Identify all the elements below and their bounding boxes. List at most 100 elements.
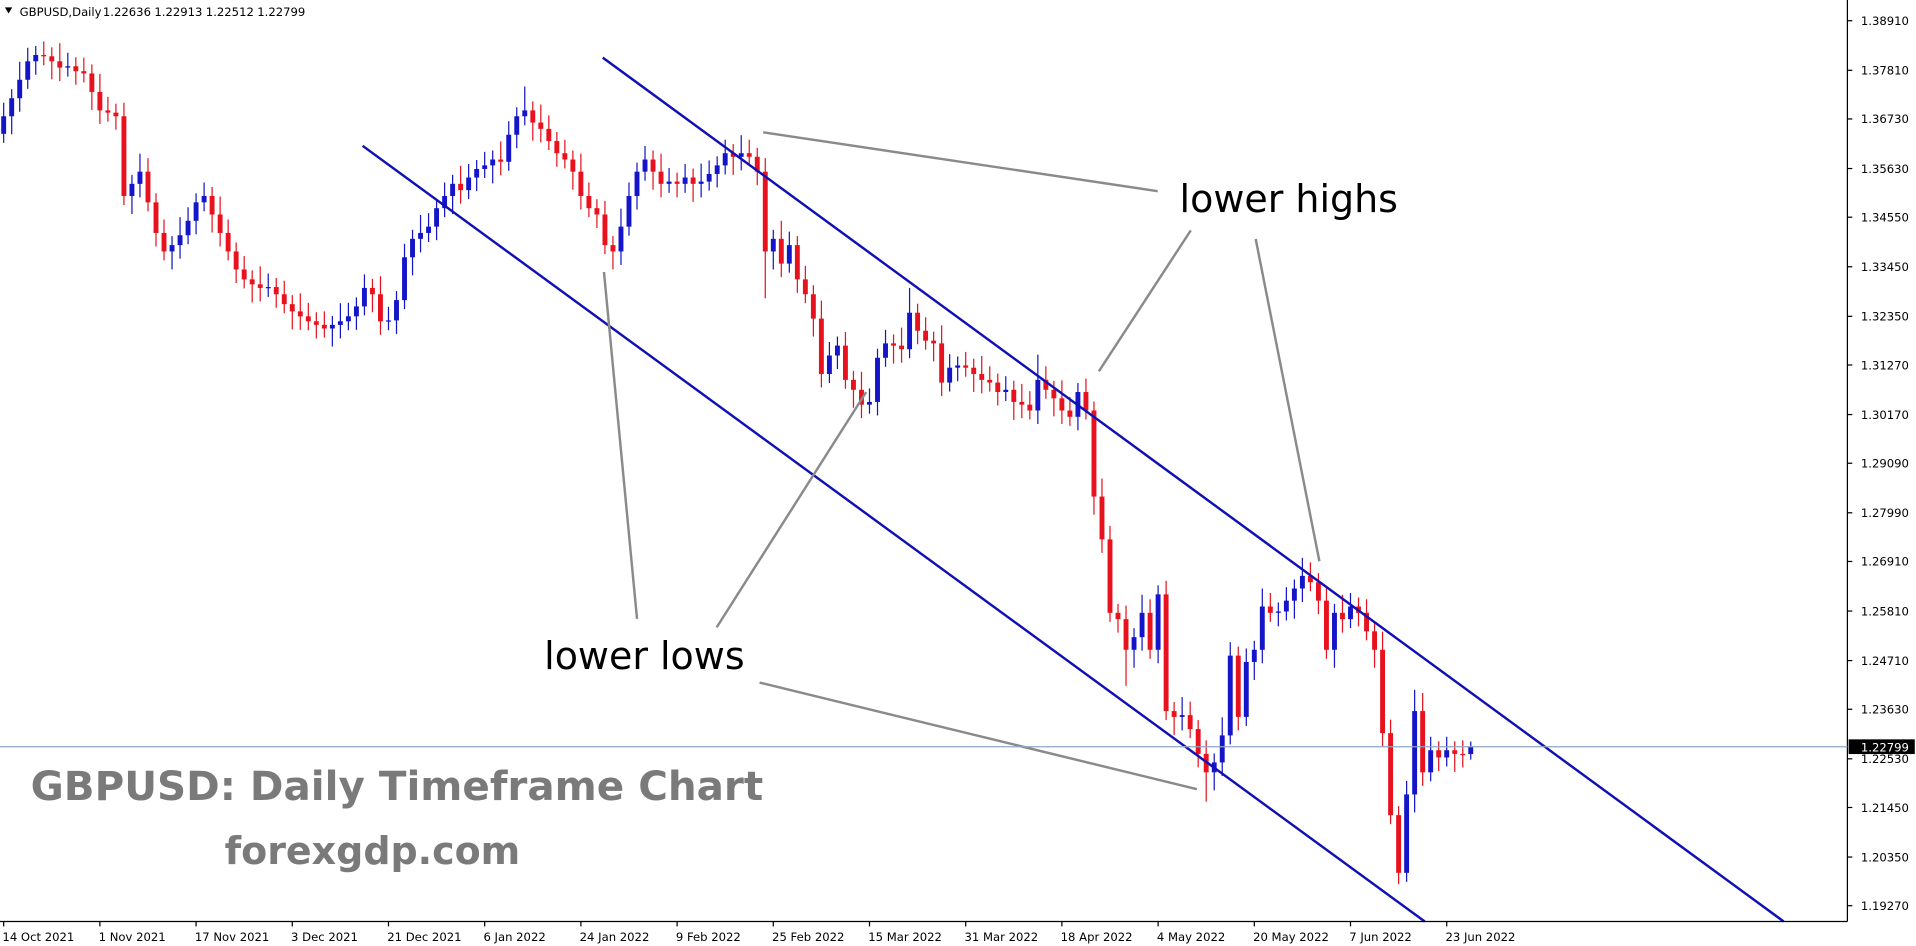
candle-body [1275,611,1281,613]
candle-body [329,324,335,329]
candle-body [65,66,71,68]
pointer-line [763,131,1158,193]
candle-body [851,379,856,390]
candle-body [1460,753,1466,756]
y-tick-label: 1.38910 [1861,14,1909,28]
candle-body [1035,379,1041,411]
y-tick-label: 1.21450 [1861,801,1909,815]
candle-body [514,116,520,135]
pointer-line [759,681,1198,791]
candle-body [963,365,969,368]
channel-lower [361,144,1426,923]
candle-body [778,238,784,264]
candle-body [618,226,624,252]
candle-body [402,257,407,301]
candle-body [802,279,808,295]
candle-body [1428,750,1434,773]
candle-body [907,312,913,350]
candle-body [602,214,608,246]
header-close: 1.22799 [257,5,305,19]
candle-body [1283,600,1289,612]
pointer-line [1097,229,1192,372]
candle-body [562,153,568,160]
annotation: lower lows [544,634,744,678]
candle-body [482,165,488,169]
candle-body [249,279,255,285]
candle-body [642,159,648,172]
candle-body [546,128,552,142]
candle-body [666,181,672,184]
candle-body [1019,401,1025,405]
candle-body [786,245,792,264]
candle-body [89,73,95,92]
candle-body [762,171,768,252]
candle-body [386,320,391,322]
candle-body [169,245,175,252]
candle-body [458,183,464,191]
y-tick-label: 1.37810 [1861,64,1909,78]
candle-body [378,294,383,322]
pointer-lines [602,131,1321,791]
x-tick-label: 17 Nov 2021 [195,930,269,944]
watermark-title: GBPUSD: Daily Timeframe Chart [31,762,764,810]
candle-body [257,284,263,288]
candle-body [305,316,311,322]
candle-body [81,71,87,74]
candle-body [33,54,39,62]
candle-body [706,173,712,182]
candle-body [1340,612,1345,620]
candle-body [161,232,167,252]
candle-body [1083,392,1089,411]
candle-body [834,345,840,356]
candle-body [153,202,159,233]
candle-body [1315,582,1321,601]
candle-body [369,287,375,295]
candle-body [818,318,824,375]
candle-body [145,171,151,203]
candle-body [185,220,191,236]
candle-body [1131,637,1137,650]
candle-body [883,343,888,358]
candle-body [1179,715,1185,717]
candle-body [578,171,584,197]
watermark-site: forexgdp.com [225,829,521,873]
candle-body [121,116,127,197]
candle-body [842,345,848,380]
y-tick-label: 1.32350 [1861,310,1909,324]
candle-body [931,340,937,344]
candle-body [113,112,119,117]
candle-body [610,245,616,252]
x-tick-label: 4 May 2022 [1157,930,1225,944]
x-tick-label: 15 Mar 2022 [868,930,942,944]
candle-body [674,181,680,184]
candle-body [1372,631,1378,650]
candle-body [1115,612,1121,620]
candle-body [281,294,287,305]
candle-body [1307,575,1313,583]
candle-body [1171,711,1177,717]
candle-body [1003,389,1009,393]
candle-body [434,208,440,227]
candle-body [418,232,423,239]
channel-upper [602,56,1785,923]
candle-body [137,171,143,184]
y-tick-label: 1.26910 [1861,555,1909,569]
candle-body [361,287,367,307]
candle-body [273,287,279,295]
candle-body [875,357,880,402]
x-tick-label: 21 Dec 2021 [387,930,461,944]
candle-body [410,238,415,258]
y-tick-label: 1.31270 [1861,358,1909,372]
candle-body [1291,588,1297,601]
x-tick-label: 20 May 2022 [1253,930,1329,944]
candle-body [658,171,664,184]
candle-body [426,226,432,233]
y-tick-label: 1.33450 [1861,260,1909,274]
candle-body [899,345,905,350]
candle-body [746,153,752,157]
candle-body [1011,389,1017,402]
candle-body [570,159,576,172]
candle-body [1099,496,1105,540]
candle-body [770,238,776,252]
